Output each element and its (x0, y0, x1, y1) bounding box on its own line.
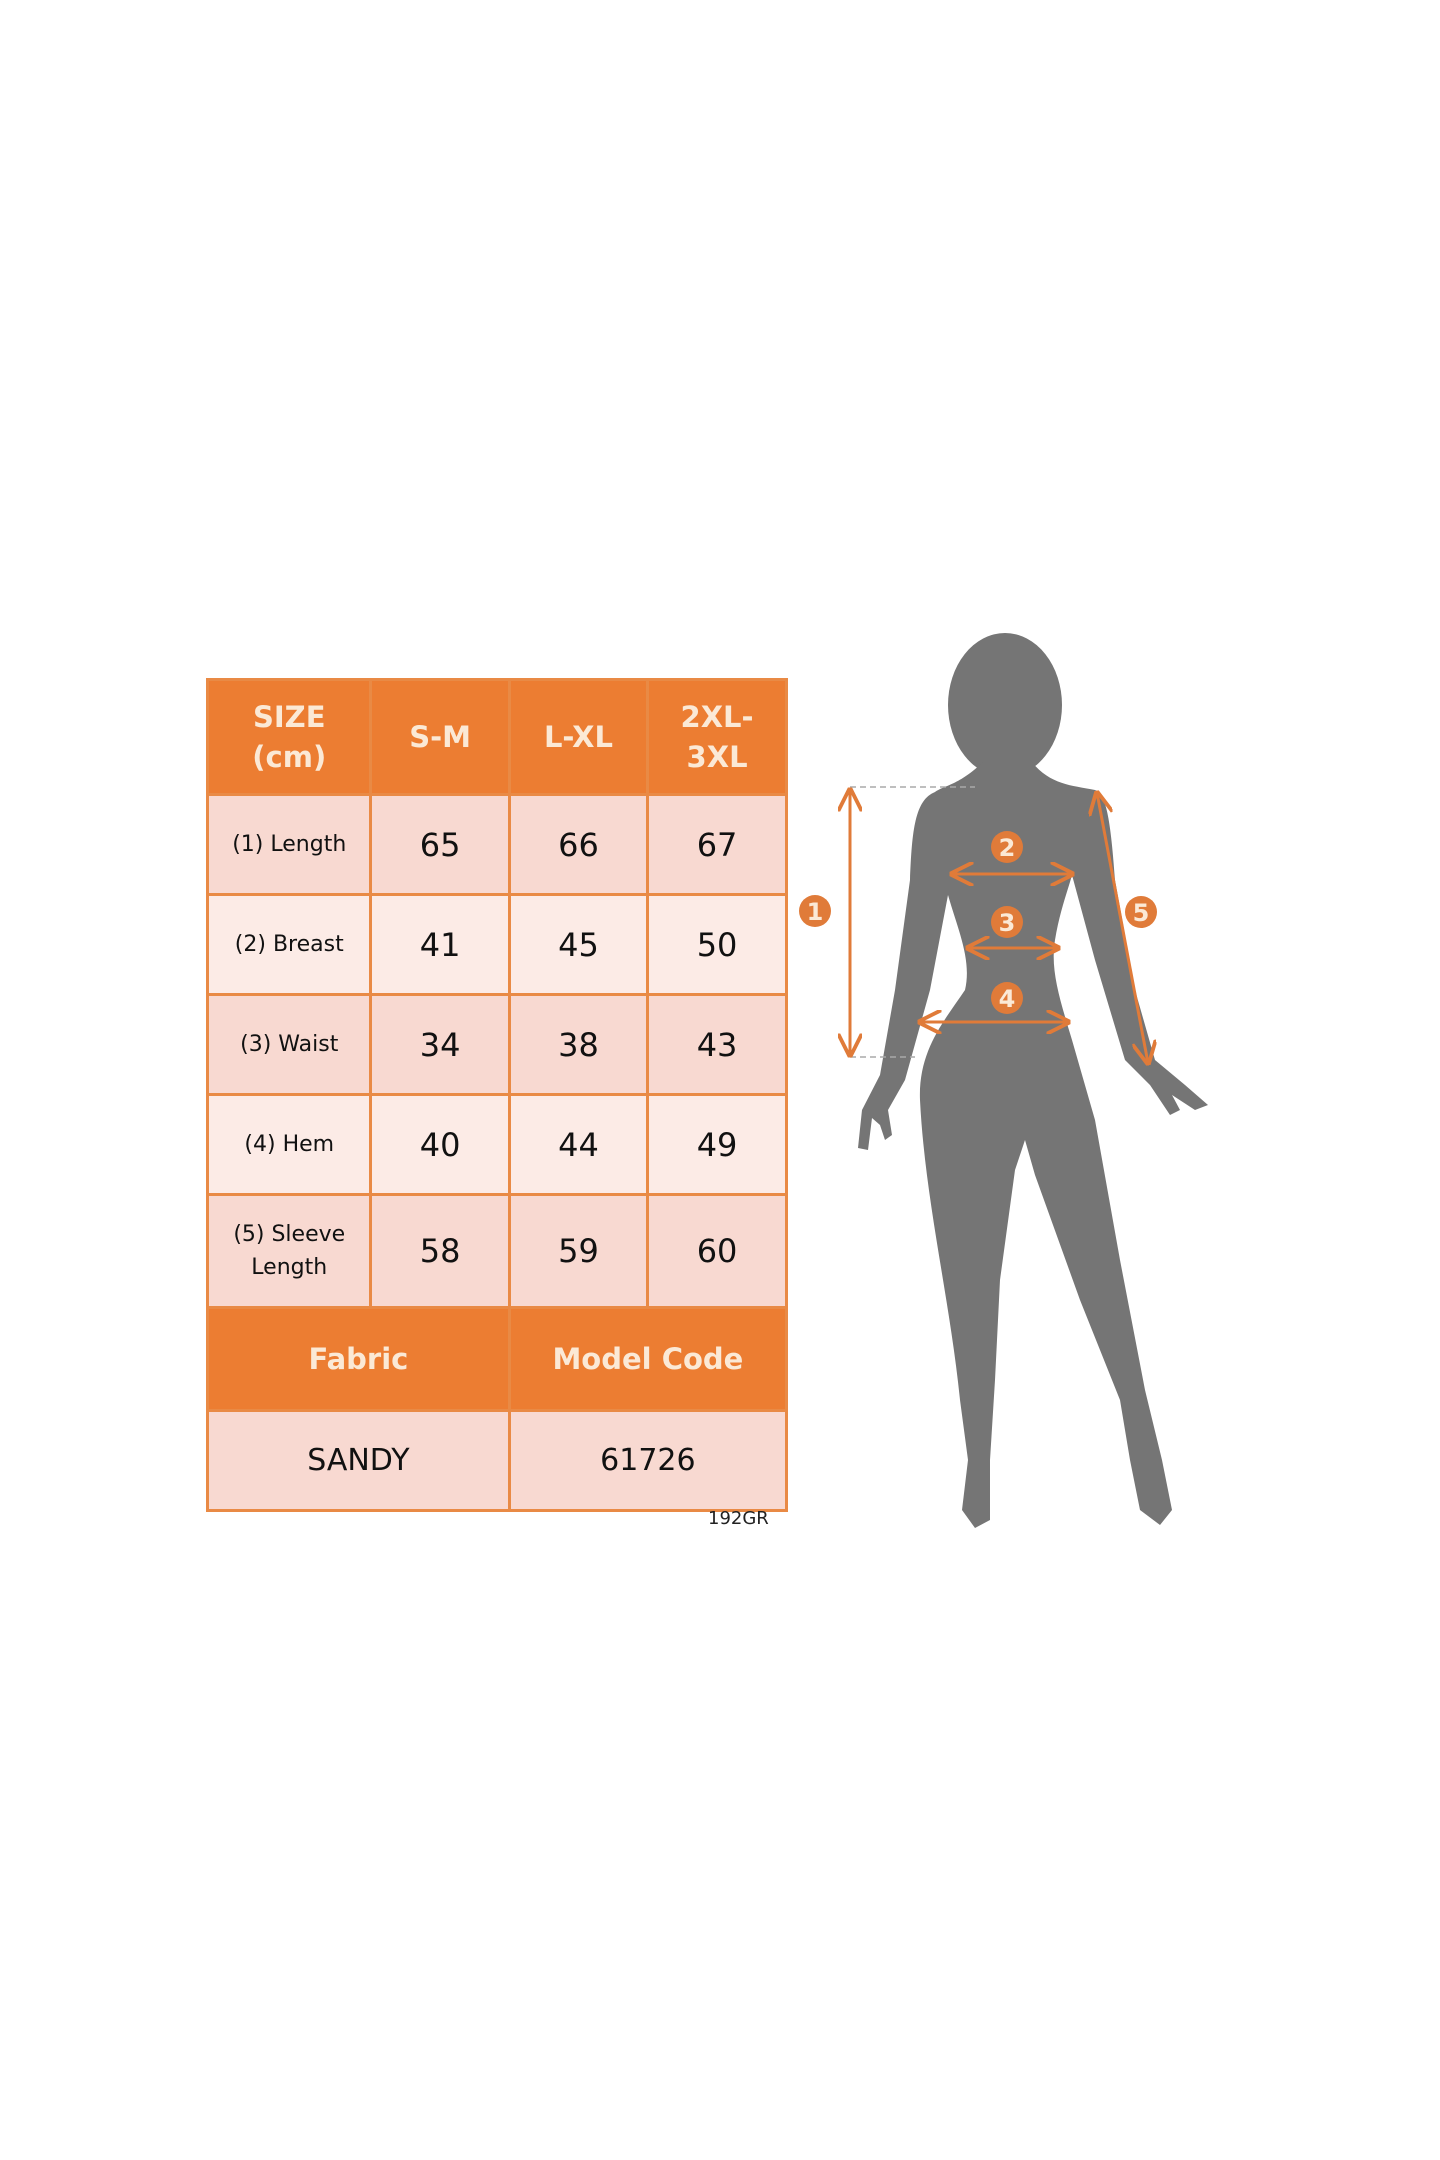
table-row: (5) Sleeve Length 58 59 60 (205, 1193, 788, 1309)
cell: 67 (646, 793, 788, 896)
header-fabric: Fabric (206, 1306, 511, 1412)
header-size: SIZE (cm) (205, 678, 373, 796)
cell: 43 (646, 993, 788, 1096)
svg-text:5: 5 (1133, 899, 1150, 927)
fabric-value: SANDY (206, 1409, 511, 1512)
marker-4: 4 (991, 982, 1023, 1014)
cell: 34 (369, 993, 511, 1096)
header-s-m: S-M (369, 678, 511, 796)
cell: 65 (369, 793, 511, 896)
cell: 59 (507, 1193, 650, 1309)
cell: 58 (369, 1193, 511, 1309)
svg-text:2: 2 (999, 834, 1016, 862)
table-header-row: SIZE (cm) S-M L-XL 2XL- 3XL (205, 678, 788, 796)
table-row: (1) Length 65 66 67 (205, 793, 788, 896)
cell: 40 (369, 1093, 511, 1196)
table-row: (3) Waist 34 38 43 (205, 993, 788, 1096)
cell: 50 (646, 893, 788, 996)
marker-1: 1 (799, 895, 831, 927)
svg-text:1: 1 (807, 898, 824, 926)
info-row: SANDY 61726 (206, 1409, 789, 1512)
woman-silhouette (858, 633, 1208, 1528)
table-row: (4) Hem 40 44 49 (205, 1093, 788, 1196)
row-label: (1) Length (205, 793, 373, 896)
row-label: (5) Sleeve Length (205, 1193, 373, 1309)
row-label: (2) Breast (205, 893, 373, 996)
header-l-xl: L-XL (507, 678, 650, 796)
svg-text:3: 3 (999, 909, 1016, 937)
marker-5: 5 (1125, 896, 1157, 928)
svg-text:4: 4 (999, 985, 1016, 1013)
header-model-code: Model Code (507, 1306, 789, 1412)
cell: 41 (369, 893, 511, 996)
cell: 66 (507, 793, 650, 896)
marker-2: 2 (991, 831, 1023, 863)
cell: 60 (646, 1193, 788, 1309)
cell: 38 (507, 993, 650, 1096)
info-header-row: Fabric Model Code (206, 1306, 789, 1412)
sleeve-arrow (1097, 793, 1148, 1063)
marker-3: 3 (991, 906, 1023, 938)
footer-code: 192GR (708, 1508, 769, 1529)
table-row: (2) Breast 41 45 50 (205, 893, 788, 996)
size-chart-table: SIZE (cm) S-M L-XL 2XL- 3XL (1) Length 6… (205, 678, 789, 1512)
header-2xl-3xl: 2XL- 3XL (646, 678, 788, 796)
cell: 45 (507, 893, 650, 996)
cell: 49 (646, 1093, 788, 1196)
model-code-value: 61726 (507, 1409, 789, 1512)
cell: 44 (507, 1093, 650, 1196)
row-label: (4) Hem (205, 1093, 373, 1196)
row-label: (3) Waist (205, 993, 373, 1096)
